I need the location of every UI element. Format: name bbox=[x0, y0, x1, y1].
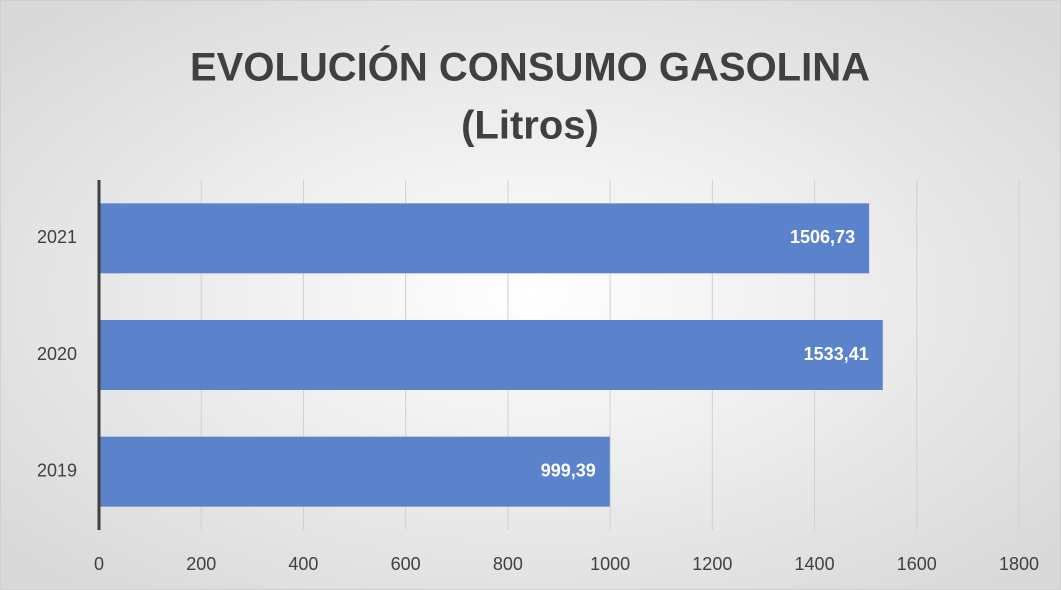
x-tick-label: 600 bbox=[391, 554, 421, 574]
x-tick-label: 1400 bbox=[795, 554, 835, 574]
x-tick-label: 800 bbox=[493, 554, 523, 574]
bar bbox=[99, 320, 883, 390]
x-tick-label: 400 bbox=[288, 554, 318, 574]
x-tick-label: 1800 bbox=[999, 554, 1039, 574]
chart-title: EVOLUCIÓN CONSUMO GASOLINA bbox=[190, 44, 870, 90]
bar bbox=[99, 436, 610, 507]
x-tick-label: 1000 bbox=[590, 554, 630, 574]
x-tick-label: 200 bbox=[186, 554, 216, 574]
x-tick-label: 0 bbox=[94, 554, 104, 574]
y-tick-label: 2021 bbox=[37, 227, 77, 247]
data-label: 999,39 bbox=[541, 460, 596, 480]
x-tick-label: 1600 bbox=[897, 554, 937, 574]
data-label: 1506,73 bbox=[790, 227, 855, 247]
x-tick-label: 1200 bbox=[692, 554, 732, 574]
bar bbox=[99, 203, 870, 274]
chart-title: (Litros) bbox=[461, 104, 599, 148]
y-tick-label: 2020 bbox=[37, 344, 77, 364]
y-tick-label: 2019 bbox=[37, 460, 77, 480]
data-label: 1533,41 bbox=[804, 344, 869, 364]
